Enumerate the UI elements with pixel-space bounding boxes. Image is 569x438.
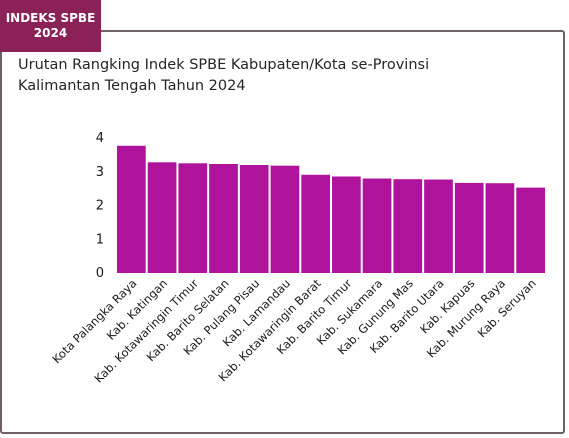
badge-line1: INDEKS SPBE — [5, 11, 96, 25]
bar — [270, 165, 300, 273]
bar — [454, 182, 484, 273]
bar — [147, 162, 177, 273]
bar — [485, 183, 515, 273]
bar — [516, 187, 545, 273]
bar — [362, 178, 392, 273]
y-tick-label: 4 — [96, 131, 104, 146]
bar — [178, 163, 208, 273]
chart-title-line2: Kalimantan Tengah Tahun 2024 — [18, 78, 246, 94]
badge-line2: 2024 — [33, 26, 68, 40]
y-tick-label: 0 — [96, 266, 104, 281]
bars — [117, 145, 545, 273]
bar — [393, 179, 423, 273]
indeks-spbe-badge: INDEKS SPBE 2024 — [0, 0, 101, 52]
bar — [424, 179, 453, 273]
bar — [209, 163, 238, 273]
bar — [117, 145, 146, 273]
bar — [239, 165, 269, 273]
y-tick-label: 1 — [96, 232, 104, 247]
y-tick-label: 2 — [96, 199, 104, 214]
bar — [332, 176, 361, 273]
bar — [301, 174, 330, 273]
chart-title-line1: Urutan Rangking Indek SPBE Kabupaten/Kot… — [18, 57, 430, 73]
y-tick-label: 3 — [96, 165, 104, 180]
y-axis-ticks: 0 1 2 3 4 — [96, 131, 104, 281]
chart-title: Urutan Rangking Indek SPBE Kabupaten/Kot… — [18, 55, 538, 97]
